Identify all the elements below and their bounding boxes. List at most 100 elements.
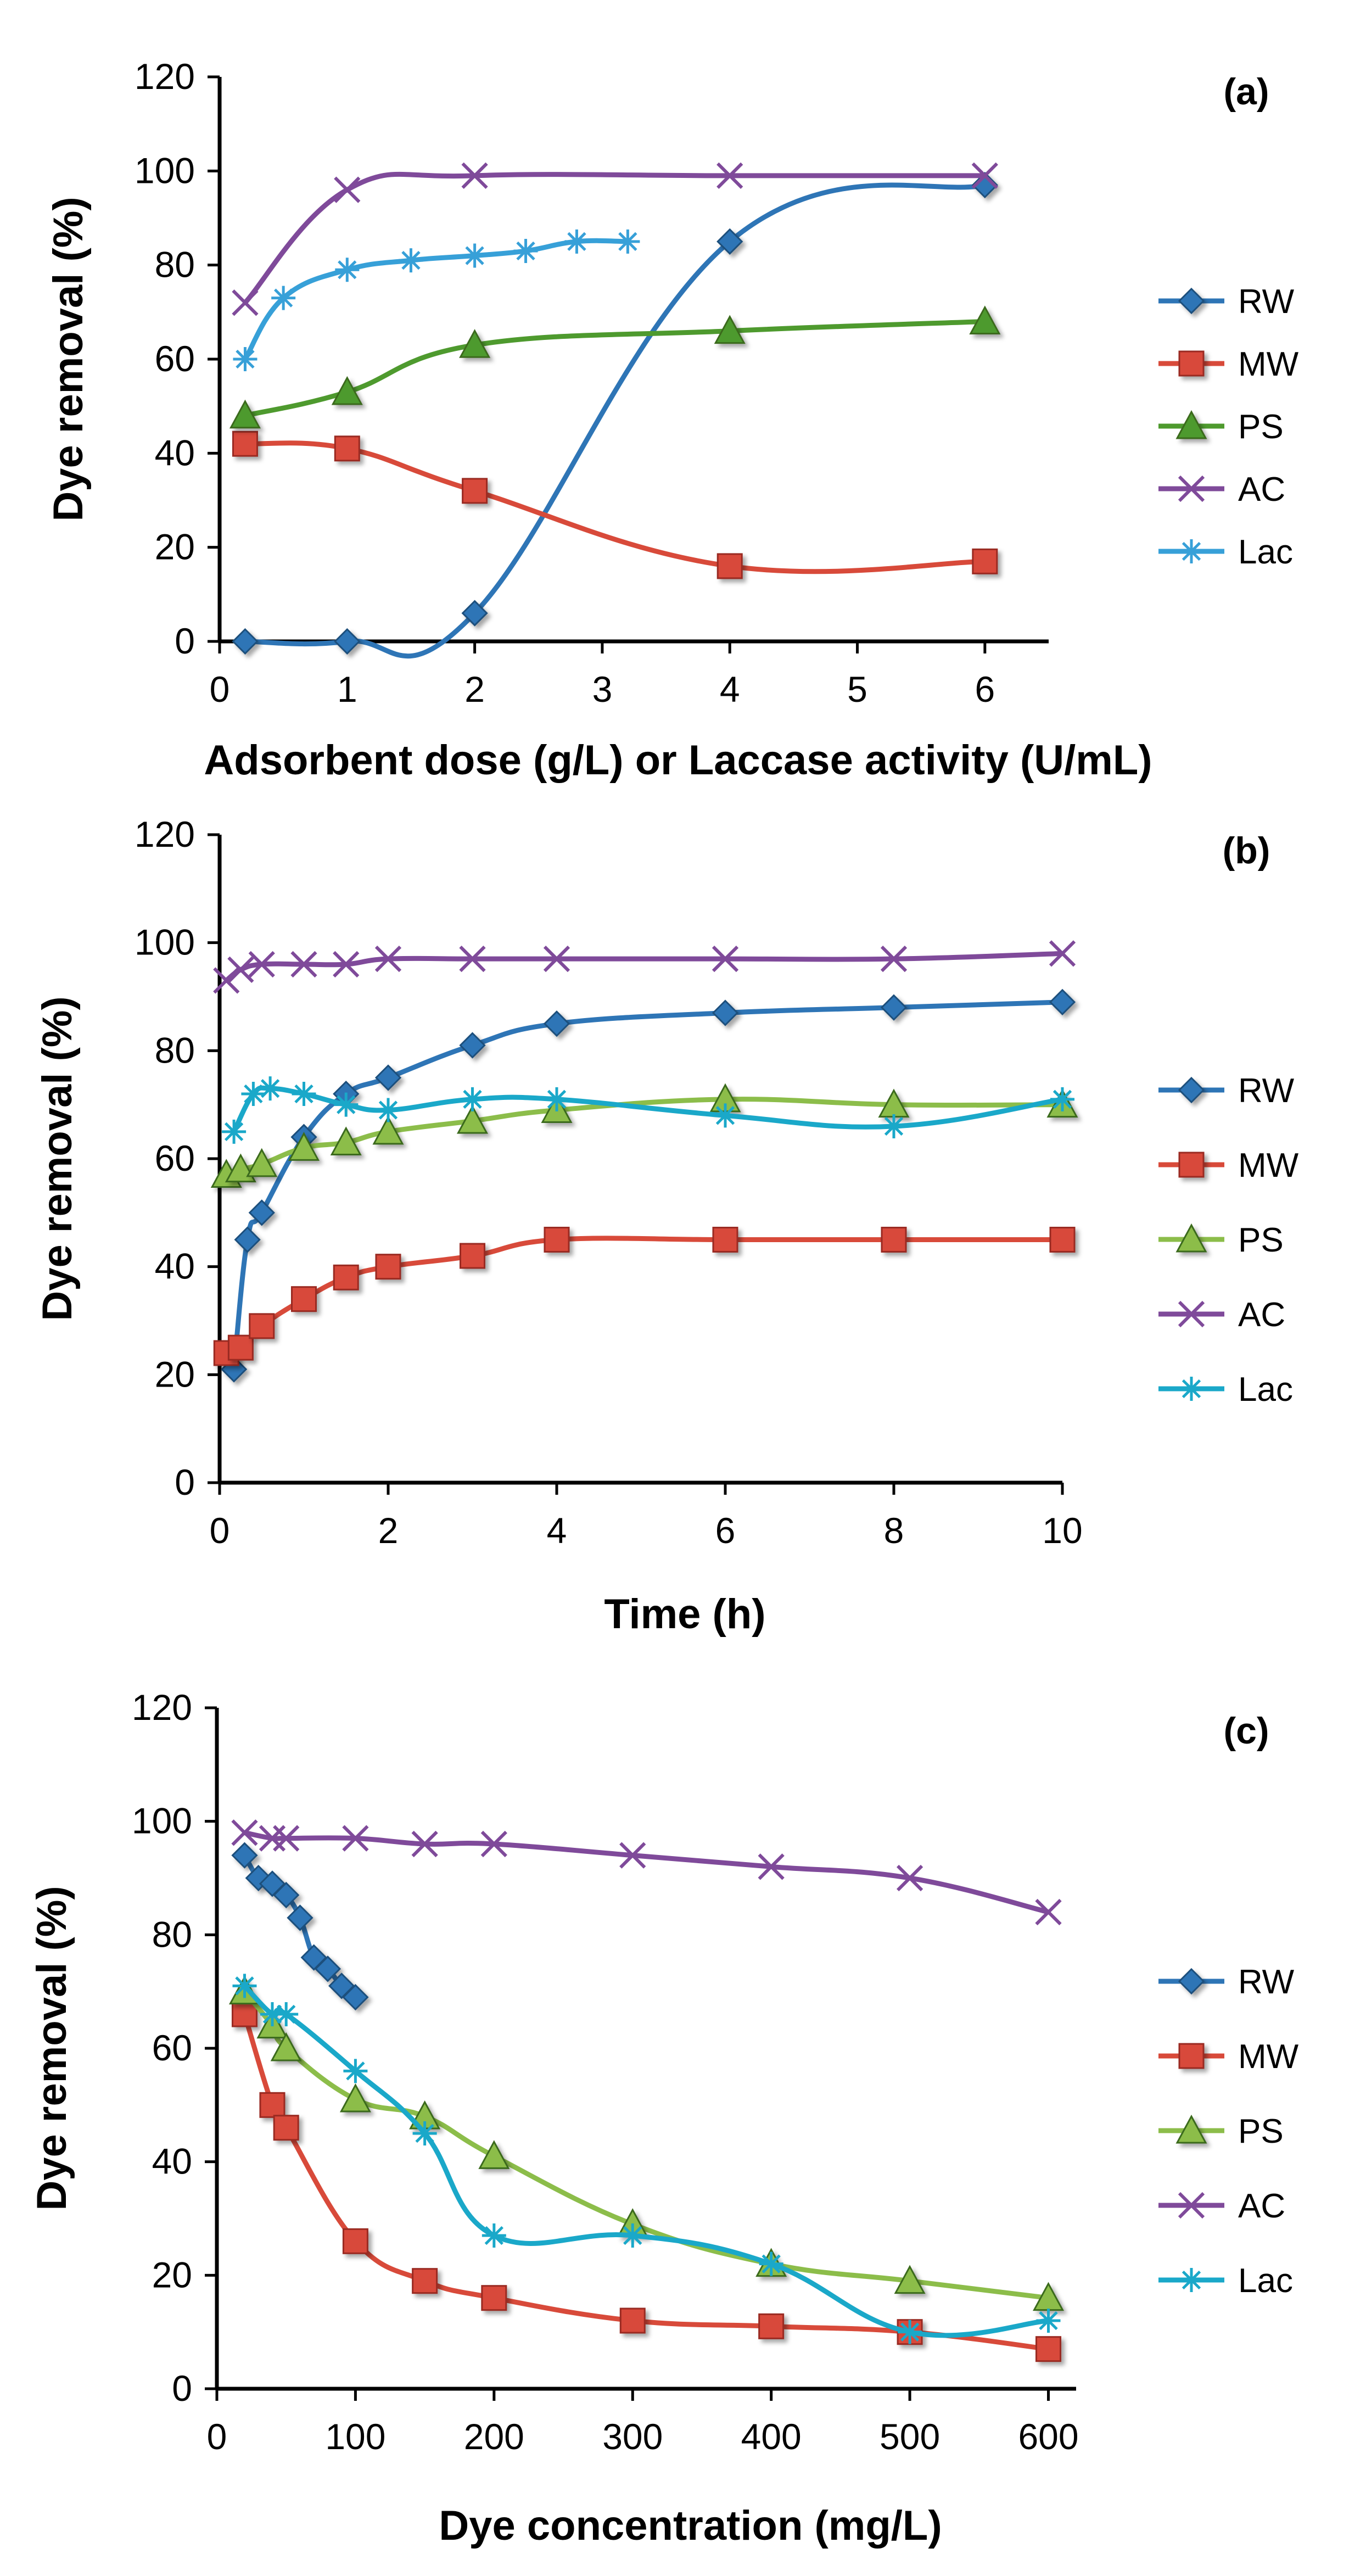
legend-label: MW <box>1238 345 1299 383</box>
legend-item-mw: MW <box>1158 345 1299 383</box>
data-point-lac <box>258 1076 283 1101</box>
data-point-ac <box>1035 1898 1062 1926</box>
y-tick-label: 80 <box>152 1914 192 1954</box>
data-point-rw <box>273 1881 300 1909</box>
x-tick-label: 600 <box>1018 2416 1078 2457</box>
data-point-mw <box>544 1227 570 1253</box>
data-point-mw <box>232 431 258 457</box>
data-point-lac <box>222 1119 247 1144</box>
legend-label: AC <box>1238 471 1285 509</box>
legend-label: Lac <box>1238 533 1293 571</box>
x-tick-label: 0 <box>210 669 230 709</box>
data-point-mw <box>1049 1227 1076 1253</box>
y-axis-label: Dye removal (%) <box>34 996 81 1321</box>
legend-label: RW <box>1238 283 1295 321</box>
data-point-rw <box>234 1226 261 1253</box>
legend-label: MW <box>1238 2038 1299 2076</box>
series-ac <box>213 940 1076 994</box>
data-point-lac <box>334 1092 359 1117</box>
data-point-lac <box>241 1082 266 1106</box>
x-tick-label: 0 <box>210 1510 230 1551</box>
data-point-mw <box>342 2228 368 2254</box>
data-point-mw <box>881 1227 907 1253</box>
data-point-ps <box>331 376 363 405</box>
y-tick-label: 100 <box>132 1801 192 1841</box>
legend-item-ac: AC <box>1158 2187 1285 2225</box>
series-mw <box>213 1227 1076 1366</box>
legend-marker-rw <box>1178 1076 1205 1104</box>
data-point-rw <box>459 1032 486 1059</box>
data-point-ac <box>461 162 488 189</box>
panel-tag: (c) <box>1223 1710 1269 1752</box>
data-point-mw <box>249 1313 275 1339</box>
x-tick-label: 0 <box>207 2416 227 2457</box>
data-point-lac <box>271 286 296 310</box>
y-tick-label: 100 <box>135 922 195 963</box>
data-point-rw <box>374 1064 402 1091</box>
data-point-ac <box>273 1825 300 1852</box>
y-tick-label: 20 <box>155 1354 195 1394</box>
data-point-rw <box>716 228 743 255</box>
data-point-mw <box>334 435 360 462</box>
data-point-lac <box>564 229 589 254</box>
legend-marker-ps <box>1175 410 1207 439</box>
data-point-rw <box>334 628 361 655</box>
y-tick-label: 60 <box>155 1138 195 1178</box>
data-point-ac <box>1049 940 1076 967</box>
y-axis-label: Dye removal (%) <box>29 1886 75 2210</box>
legend-item-rw: RW <box>1158 1072 1295 1110</box>
data-point-lac <box>1050 1087 1074 1111</box>
legend-marker-ps <box>1175 2114 1207 2144</box>
data-point-lac <box>343 2059 368 2083</box>
x-tick-label: 2 <box>378 1510 399 1551</box>
data-point-lac <box>335 258 360 282</box>
data-point-mw <box>972 548 998 574</box>
series-line-ac <box>223 951 1065 983</box>
series-line-ac <box>242 1830 1051 1915</box>
legend-item-lac: Lac <box>1158 1371 1293 1409</box>
data-point-ac <box>712 946 739 973</box>
series-ps <box>229 305 1001 429</box>
x-tick-label: 10 <box>1042 1510 1082 1551</box>
series-line-ac <box>242 171 988 305</box>
data-point-ac <box>716 162 743 189</box>
x-tick-label: 200 <box>464 2416 524 2457</box>
data-point-ps <box>229 399 261 429</box>
series-line-ps <box>223 1097 1065 1177</box>
data-point-ps <box>339 2083 371 2113</box>
legend-label: PS <box>1238 1221 1284 1259</box>
series-line-mw <box>242 440 988 574</box>
data-point-mw <box>333 1264 359 1290</box>
data-point-ac <box>619 1842 646 1869</box>
legend-item-lac: Lac <box>1158 2262 1293 2300</box>
x-axis-label: Adsorbent dose (g/L) or Laccase activity… <box>204 737 1152 784</box>
y-tick-label: 0 <box>172 2368 192 2409</box>
y-tick-label: 40 <box>152 2141 192 2182</box>
legend-item-rw: RW <box>1158 1963 1295 2001</box>
data-point-rw <box>287 1904 313 1931</box>
data-point-mw <box>1035 2336 1062 2362</box>
legend-item-mw: MW <box>1158 2038 1299 2076</box>
series-ac <box>231 1819 1062 1926</box>
series-ps <box>228 1975 1065 2311</box>
data-point-ps <box>969 305 1001 334</box>
x-tick-label: 6 <box>715 1510 736 1551</box>
series-lac <box>232 1974 1061 2344</box>
legend-label: PS <box>1238 2113 1284 2150</box>
legend-item-mw: MW <box>1158 1147 1299 1184</box>
legend-item-ps: PS <box>1158 1221 1284 1259</box>
data-point-lac <box>1036 2309 1061 2333</box>
data-point-ps <box>270 2032 302 2061</box>
data-point-ac <box>480 1830 507 1858</box>
data-point-ac <box>290 951 317 978</box>
series-line-ps <box>242 318 988 418</box>
data-point-rw <box>232 628 259 655</box>
series-mw <box>231 2001 1062 2362</box>
data-point-mw <box>231 2001 257 2027</box>
series-rw <box>231 1842 369 2011</box>
data-point-mw <box>412 2268 438 2294</box>
x-tick-label: 300 <box>602 2416 663 2457</box>
series-mw <box>232 431 998 579</box>
data-point-lac <box>615 229 640 254</box>
data-point-lac <box>292 1082 316 1106</box>
